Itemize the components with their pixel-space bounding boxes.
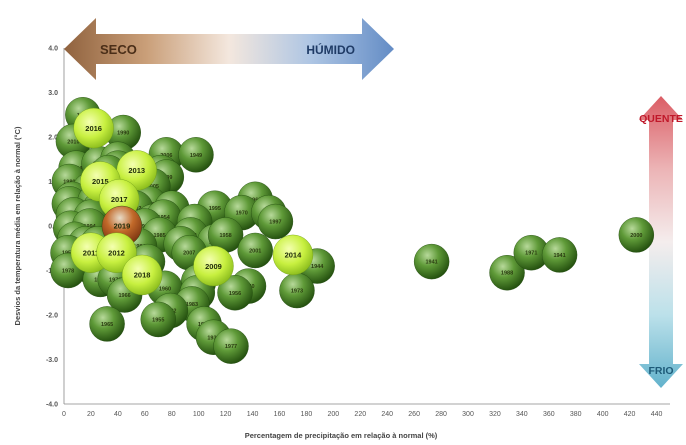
data-point-label: 2015 — [92, 177, 109, 186]
x-tick-label: 40 — [114, 411, 122, 418]
data-point-label: 2001 — [249, 248, 261, 254]
x-tick-label: 320 — [489, 411, 501, 418]
wet-label: HÚMIDO — [306, 42, 355, 57]
data-point-1955 — [140, 301, 176, 338]
data-point-label: 2019 — [114, 222, 131, 231]
x-tick-label: 280 — [435, 411, 447, 418]
x-tick-label: 100 — [193, 411, 205, 418]
x-tick-label: 60 — [141, 411, 149, 418]
data-point-label: 1963 — [249, 197, 261, 203]
data-point-label: 2012 — [108, 248, 125, 257]
data-point-label: 1955 — [152, 317, 164, 323]
y-tick-label: -2.0 — [46, 313, 58, 320]
data-point-label: 1932 — [207, 335, 219, 341]
data-point-label: 1958 — [219, 233, 231, 239]
x-tick-label: 360 — [543, 411, 555, 418]
data-point-label: 2010 — [67, 139, 79, 145]
data-point-label: 1997 — [269, 220, 281, 226]
x-tick-label: 420 — [624, 411, 636, 418]
data-point-label: 1995 — [209, 206, 221, 212]
cold-label: FRIO — [648, 365, 673, 377]
data-point-2016 — [73, 107, 114, 149]
x-tick-label: 120 — [220, 411, 232, 418]
y-tick-label: 2.0 — [48, 135, 58, 142]
data-point-label: 1966 — [118, 293, 130, 299]
data-point-1977 — [213, 328, 249, 364]
y-tick-label: -3.0 — [46, 357, 58, 364]
y-tick-label: 3.0 — [48, 90, 58, 97]
x-tick-label: 180 — [301, 411, 313, 418]
data-point-label: 1971 — [525, 251, 537, 257]
x-tick-label: 300 — [462, 411, 474, 418]
data-point-2014 — [272, 234, 314, 276]
data-point-2018 — [121, 254, 163, 296]
data-point-2000 — [618, 217, 655, 253]
x-tick-label: 140 — [247, 411, 259, 418]
x-tick-label: 400 — [597, 411, 609, 418]
x-axis-label: Percentagem de precipitação em relação à… — [245, 431, 438, 440]
data-point-1988 — [489, 255, 525, 291]
x-tick-label: 0 — [62, 411, 66, 418]
x-tick-label: 220 — [354, 411, 366, 418]
x-tick-label: 340 — [516, 411, 528, 418]
data-point-label: 1941 — [553, 253, 565, 259]
x-tick-label: 240 — [381, 411, 393, 418]
data-points: 1989201019902006194920041961196919961991… — [50, 97, 655, 364]
data-point-label: 1960 — [159, 286, 171, 292]
data-point-label: 1990 — [117, 131, 129, 137]
x-tick-label: 200 — [327, 411, 339, 418]
data-point-label: 2011 — [83, 248, 99, 257]
x-tick-label: 440 — [651, 411, 663, 418]
data-point-1997 — [257, 203, 294, 240]
data-point-label: 2016 — [85, 124, 102, 133]
data-point-label: 1965 — [101, 322, 113, 328]
data-point-1965 — [89, 306, 125, 342]
data-point-label: 1970 — [236, 211, 248, 217]
data-point-label: 2009 — [205, 262, 222, 271]
data-point-label: 1956 — [229, 291, 241, 297]
data-point-label: 1977 — [225, 344, 237, 350]
x-tick-label: 380 — [570, 411, 582, 418]
data-point-label: 2013 — [128, 166, 145, 175]
data-point-label: 1988 — [501, 271, 513, 277]
data-point-label: 1973 — [291, 289, 303, 295]
dry-label: SECO — [100, 42, 137, 57]
data-point-1949 — [178, 137, 214, 173]
data-point-label: 2018 — [134, 271, 151, 280]
data-point-label: 1985 — [153, 233, 165, 239]
data-point-label: 1941 — [426, 260, 438, 266]
x-tick-labels: 0 20 40 60 80 100 120 140 160 180 200 220 240 260 280 3… — [62, 411, 662, 418]
x-tick-label: 20 — [87, 411, 95, 418]
data-point-label: 2000 — [630, 233, 642, 239]
data-point-label: 2014 — [285, 251, 303, 260]
data-point-label: 1983 — [186, 302, 198, 308]
data-point-label: 2007 — [183, 251, 195, 257]
data-point-1956 — [217, 275, 253, 311]
data-point-label: 1949 — [190, 153, 202, 159]
y-axis-label: Desvios da temperatura média em relação … — [13, 126, 22, 325]
hot-label: QUENTE — [639, 113, 683, 125]
data-point-1941 — [413, 243, 450, 280]
x-tick-label: 260 — [408, 411, 420, 418]
y-tick-label: -4.0 — [46, 402, 58, 409]
data-point-1941 — [541, 237, 578, 273]
data-point-label: 1978 — [62, 269, 74, 275]
data-point-2001 — [237, 232, 273, 269]
x-tick-label: 80 — [168, 411, 176, 418]
y-tick-label: 4.0 — [48, 46, 58, 53]
hot-cold-arrow: QUENTE FRIO — [639, 96, 683, 388]
data-point-2009 — [193, 245, 234, 287]
dry-wet-arrow: SECO HÚMIDO — [64, 18, 394, 80]
data-point-label: 1944 — [311, 264, 324, 270]
data-point-label: 2017 — [111, 195, 128, 204]
x-tick-label: 160 — [274, 411, 286, 418]
